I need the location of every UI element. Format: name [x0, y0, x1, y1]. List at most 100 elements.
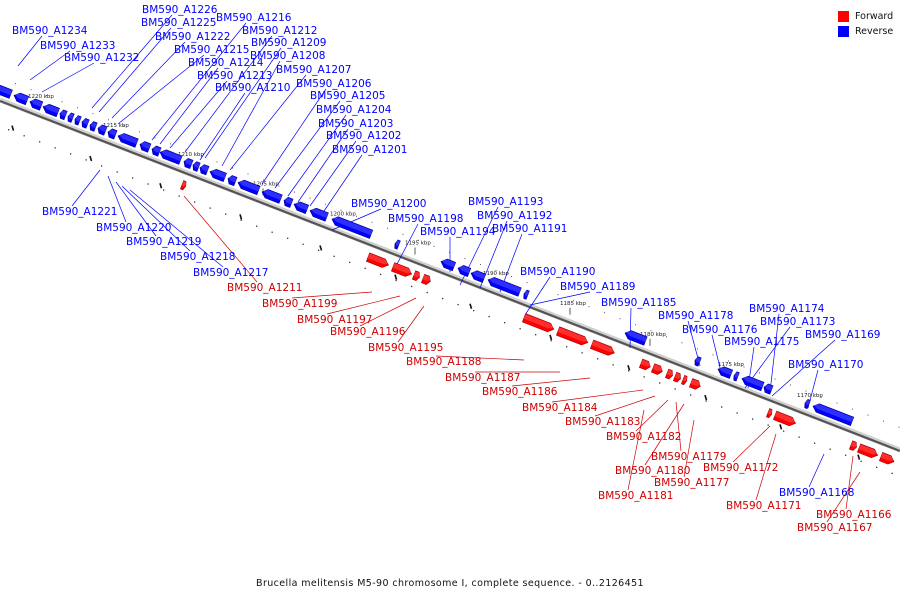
- reverse-gene-label[interactable]: BM590_A1219: [126, 236, 201, 248]
- reverse-gene[interactable]: [740, 374, 765, 392]
- reverse-gene-label[interactable]: BM590_A1226: [142, 4, 218, 16]
- reverse-gene[interactable]: [693, 356, 702, 367]
- forward-gene-label[interactable]: BM590_A1196: [330, 326, 406, 338]
- forward-gene[interactable]: [390, 262, 413, 279]
- reverse-gene[interactable]: [623, 329, 648, 346]
- reverse-gene[interactable]: [138, 140, 152, 153]
- reverse-gene[interactable]: [803, 399, 811, 410]
- reverse-gene-label[interactable]: BM590_A1212: [242, 25, 317, 37]
- reverse-gene[interactable]: [66, 112, 75, 123]
- reverse-gene[interactable]: [456, 264, 472, 278]
- reverse-gene-label[interactable]: BM590_A1193: [468, 196, 543, 208]
- reverse-gene-label[interactable]: BM590_A1232: [64, 52, 139, 64]
- forward-gene-label[interactable]: BM590_A1184: [522, 402, 598, 414]
- reverse-gene[interactable]: [158, 148, 183, 165]
- reverse-gene-label[interactable]: BM590_A1209: [251, 37, 326, 49]
- reverse-gene[interactable]: [80, 118, 90, 129]
- forward-gene[interactable]: [589, 339, 616, 357]
- forward-gene[interactable]: [411, 270, 421, 282]
- reverse-gene[interactable]: [469, 269, 487, 283]
- reverse-gene-label[interactable]: BM590_A1169: [805, 329, 880, 341]
- forward-gene[interactable]: [765, 408, 773, 419]
- reverse-gene[interactable]: [41, 103, 60, 118]
- reverse-gene[interactable]: [150, 145, 162, 157]
- reverse-gene-label[interactable]: BM590_A1174: [749, 303, 825, 315]
- reverse-gene-label[interactable]: BM590_A1222: [155, 31, 230, 43]
- forward-gene-label[interactable]: BM590_A1183: [565, 416, 640, 428]
- reverse-gene[interactable]: [292, 200, 310, 214]
- reverse-gene-label[interactable]: BM590_A1194: [420, 226, 496, 238]
- forward-gene-label[interactable]: BM590_A1172: [703, 462, 778, 474]
- forward-gene-label[interactable]: BM590_A1171: [726, 500, 801, 512]
- reverse-gene-label[interactable]: BM590_A1192: [477, 210, 552, 222]
- reverse-gene[interactable]: [226, 174, 238, 187]
- reverse-gene-label[interactable]: BM590_A1217: [193, 267, 268, 279]
- reverse-gene-label[interactable]: BM590_A1191: [492, 223, 567, 235]
- forward-gene-label[interactable]: BM590_A1182: [606, 431, 681, 443]
- reverse-gene-label[interactable]: BM590_A1203: [318, 118, 393, 130]
- reverse-gene[interactable]: [88, 121, 98, 132]
- reverse-gene[interactable]: [393, 239, 401, 250]
- forward-gene-label[interactable]: BM590_A1187: [445, 372, 520, 384]
- reverse-gene[interactable]: [116, 132, 139, 148]
- reverse-gene[interactable]: [28, 97, 44, 111]
- forward-gene[interactable]: [688, 378, 702, 391]
- reverse-gene-label[interactable]: BM590_A1234: [12, 25, 88, 37]
- forward-gene-label[interactable]: BM590_A1180: [615, 465, 690, 477]
- reverse-gene-label[interactable]: BM590_A1178: [658, 310, 733, 322]
- reverse-gene[interactable]: [811, 402, 855, 426]
- reverse-gene[interactable]: [439, 257, 457, 272]
- reverse-gene-label[interactable]: BM590_A1213: [197, 70, 272, 82]
- reverse-gene[interactable]: [260, 188, 283, 204]
- forward-gene[interactable]: [878, 452, 895, 465]
- reverse-gene[interactable]: [208, 167, 227, 183]
- reverse-gene[interactable]: [330, 215, 374, 239]
- reverse-gene[interactable]: [182, 157, 194, 170]
- reverse-gene-label[interactable]: BM590_A1201: [332, 144, 407, 156]
- forward-gene[interactable]: [856, 443, 879, 460]
- reverse-gene[interactable]: [522, 289, 530, 300]
- forward-gene[interactable]: [672, 371, 682, 383]
- forward-gene-label[interactable]: BM590_A1167: [797, 522, 872, 534]
- reverse-gene-label[interactable]: BM590_A1216: [216, 12, 292, 24]
- forward-gene-label[interactable]: BM590_A1211: [227, 282, 302, 294]
- reverse-gene-label[interactable]: BM590_A1218: [160, 251, 235, 263]
- reverse-gene-label[interactable]: BM590_A1200: [351, 198, 426, 210]
- reverse-gene[interactable]: [236, 178, 261, 196]
- reverse-gene-label[interactable]: BM590_A1207: [276, 64, 351, 76]
- reverse-gene[interactable]: [0, 83, 13, 99]
- reverse-gene-label[interactable]: BM590_A1168: [779, 487, 854, 499]
- reverse-gene-label[interactable]: BM590_A1175: [724, 336, 799, 348]
- forward-gene[interactable]: [664, 368, 674, 380]
- forward-gene-label[interactable]: BM590_A1186: [482, 386, 558, 398]
- reverse-gene[interactable]: [73, 115, 82, 126]
- reverse-gene-label[interactable]: BM590_A1173: [760, 316, 835, 328]
- reverse-gene-label[interactable]: BM590_A1206: [296, 78, 372, 90]
- forward-gene-label[interactable]: BM590_A1199: [262, 298, 337, 310]
- reverse-gene[interactable]: [191, 161, 201, 172]
- forward-gene-label[interactable]: BM590_A1181: [598, 490, 673, 502]
- reverse-gene[interactable]: [106, 128, 118, 140]
- reverse-gene-label[interactable]: BM590_A1215: [174, 44, 249, 56]
- forward-gene-label[interactable]: BM590_A1179: [651, 451, 726, 463]
- forward-gene[interactable]: [420, 273, 432, 285]
- forward-gene-label[interactable]: BM590_A1166: [816, 509, 892, 521]
- reverse-gene[interactable]: [96, 124, 108, 136]
- reverse-gene-label[interactable]: BM590_A1208: [250, 50, 325, 62]
- reverse-gene-label[interactable]: BM590_A1233: [40, 40, 115, 52]
- reverse-gene-label[interactable]: BM590_A1190: [520, 266, 595, 278]
- forward-gene[interactable]: [772, 410, 797, 427]
- reverse-gene-label[interactable]: BM590_A1170: [788, 359, 863, 371]
- forward-gene[interactable]: [179, 180, 187, 191]
- reverse-gene-label[interactable]: BM590_A1225: [141, 17, 216, 29]
- reverse-gene-label[interactable]: BM590_A1221: [42, 206, 117, 218]
- reverse-gene[interactable]: [198, 164, 210, 176]
- reverse-gene-label[interactable]: BM590_A1220: [96, 222, 171, 234]
- forward-gene[interactable]: [638, 358, 652, 371]
- reverse-gene-label[interactable]: BM590_A1185: [601, 297, 676, 309]
- reverse-gene[interactable]: [282, 196, 294, 208]
- reverse-gene-label[interactable]: BM590_A1176: [682, 324, 758, 336]
- forward-gene-label[interactable]: BM590_A1195: [368, 342, 443, 354]
- forward-gene[interactable]: [848, 440, 858, 452]
- forward-gene[interactable]: [650, 363, 664, 376]
